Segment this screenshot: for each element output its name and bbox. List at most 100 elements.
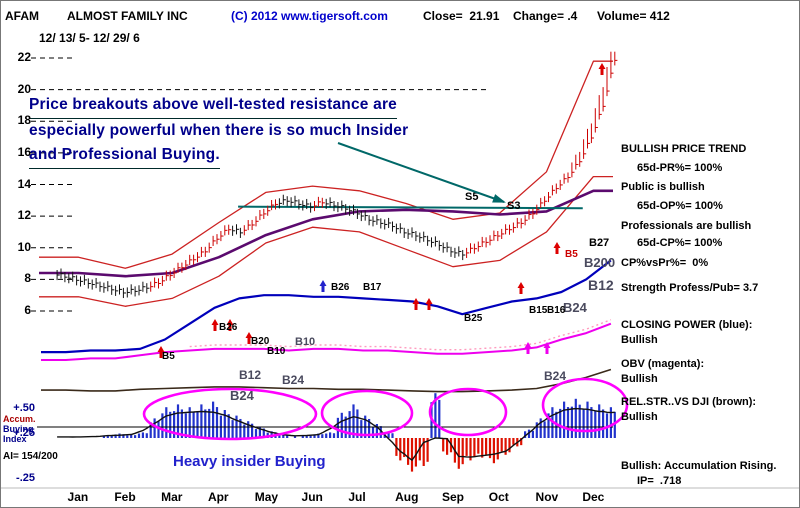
signal-label: B16 <box>547 305 566 316</box>
annotation-line: especially powerful when there is so muc… <box>29 122 409 139</box>
indicator-readout: OBV (magenta): <box>621 358 705 370</box>
up-arrow-icon <box>211 319 219 331</box>
indicator-readout: Strength Profess/Pub= 3.7 <box>621 282 759 294</box>
indicator-readout: Bullish <box>621 411 658 423</box>
highlight-ellipse <box>142 387 318 441</box>
ticker-symbol: AFAM <box>5 9 39 23</box>
indicator-readout: CP%vsPr%= 0% <box>621 257 709 269</box>
up-arrow-icon <box>412 298 420 310</box>
copyright-link[interactable]: (C) 2012 www.tigersoft.com <box>231 9 388 23</box>
rel-str-line <box>41 368 612 393</box>
accum-index-label: Buying <box>3 424 34 434</box>
x-axis-month-label: Mar <box>161 490 183 504</box>
company-name: ALMOST FAMILY INC <box>67 9 188 23</box>
highlight-ellipse <box>541 377 629 433</box>
signal-label: B26 <box>219 322 238 333</box>
up-arrow-icon <box>543 342 551 354</box>
index-tick-label: +.25 <box>13 427 35 439</box>
lower-band-line <box>39 175 613 307</box>
indicator-readout: BULLISH PRICE TREND <box>621 143 747 155</box>
signal-label: B200 <box>584 255 615 270</box>
signal-label: B12 <box>588 277 614 293</box>
up-arrow-icon <box>553 242 561 254</box>
signal-label: B15 <box>529 305 548 316</box>
indicator-readout: Bullish: Accumulation Rising. <box>621 460 777 472</box>
up-arrow-icon <box>598 63 606 75</box>
highlight-ellipse <box>428 387 508 437</box>
volume-readout: Volume= 412 <box>597 9 670 23</box>
ai-score-readout: AI= 154/200 <box>3 451 58 462</box>
x-axis-month-label: Jul <box>348 490 366 504</box>
signal-label: B25 <box>464 313 483 324</box>
accum-index-label: Accum. <box>3 414 36 424</box>
accum-index-label: Index <box>3 434 27 444</box>
signal-label: B17 <box>363 282 382 293</box>
obv-line <box>41 322 612 361</box>
price-tick-label: 22 <box>17 50 31 64</box>
up-arrow-icon <box>245 332 253 344</box>
indicator-readout: Bullish <box>621 373 658 385</box>
signal-label: B5 <box>162 351 175 362</box>
up-arrow-icon <box>226 319 234 331</box>
indicator-readout: 65d-PR%= 100% <box>637 162 723 174</box>
price-tick-label: 10 <box>17 239 31 254</box>
up-arrow-icon <box>524 342 532 354</box>
x-axis-month-label: Jun <box>301 490 323 504</box>
price-tick-label: 8 <box>24 271 31 286</box>
signal-label: B12 <box>239 368 261 382</box>
date-range: 12/ 13/ 5- 12/ 29/ 6 <box>39 31 140 45</box>
x-axis-month-label: May <box>254 490 279 504</box>
signal-label: B24 <box>544 369 566 383</box>
resistance-line <box>238 205 583 210</box>
signal-label: B5 <box>565 249 578 260</box>
analyst-annotation: Price breakouts above well-tested resist… <box>29 93 408 169</box>
up-arrow-icon <box>517 282 525 294</box>
accumulation-curve <box>57 407 615 462</box>
indicator-readout: REL.STR..VS DJI (brown): <box>621 396 757 408</box>
indicator-readout: Bullish <box>621 334 658 346</box>
price-tick-label: 14 <box>17 176 31 191</box>
signal-label: B26 <box>331 282 350 293</box>
upper-band-line <box>39 60 613 269</box>
index-tick-label: +.50 <box>13 402 35 414</box>
close-readout: Close= 21.91 <box>423 9 500 23</box>
x-axis-month-label: Oct <box>488 490 509 504</box>
price-tick-label: 20 <box>17 81 31 96</box>
x-axis-month-label: Dec <box>582 490 605 504</box>
indicator-readout: IP= .718 <box>637 475 682 487</box>
x-axis-month-label: Aug <box>395 490 419 504</box>
indicator-readout: Public is bullish <box>621 181 705 193</box>
x-axis-month-label: Feb <box>114 490 136 504</box>
signal-label: B27 <box>589 237 609 249</box>
index-tick-label: -.25 <box>16 472 35 484</box>
price-tick-label: 18 <box>17 113 31 128</box>
signal-label: B24 <box>282 373 304 387</box>
signal-label: B24 <box>563 300 588 315</box>
indicator-readout: Professionals are bullish <box>621 220 752 232</box>
x-axis-month-label: Apr <box>207 490 229 504</box>
purple-moving-average <box>39 189 613 278</box>
annotation-line: Price breakouts above well-tested resist… <box>29 93 397 119</box>
callout-arrow-line <box>337 142 505 203</box>
callout-arrowhead <box>492 194 506 203</box>
up-arrow-icon <box>425 298 433 310</box>
price-tick-label: 6 <box>24 303 31 317</box>
indicator-readout: CLOSING POWER (blue): <box>621 319 753 331</box>
signal-label: B24 <box>230 388 255 403</box>
up-arrow-icon <box>319 280 327 292</box>
obv-signal-line <box>189 319 612 351</box>
signal-label: S3 <box>507 200 520 212</box>
indicator-readout: 65d-CP%= 100% <box>637 237 723 249</box>
change-readout: Change= .4 <box>513 9 578 23</box>
highlight-ellipse <box>320 389 414 437</box>
x-axis-month-label: Sep <box>441 490 464 504</box>
price-tick-label: 16 <box>17 144 31 159</box>
price-tick-label: 12 <box>17 208 31 223</box>
x-axis-month-label: Nov <box>535 490 559 504</box>
up-arrow-icon <box>157 346 165 358</box>
signal-label: B20 <box>251 336 270 347</box>
signal-label: B10 <box>295 336 315 348</box>
signal-label: B10 <box>267 346 286 357</box>
